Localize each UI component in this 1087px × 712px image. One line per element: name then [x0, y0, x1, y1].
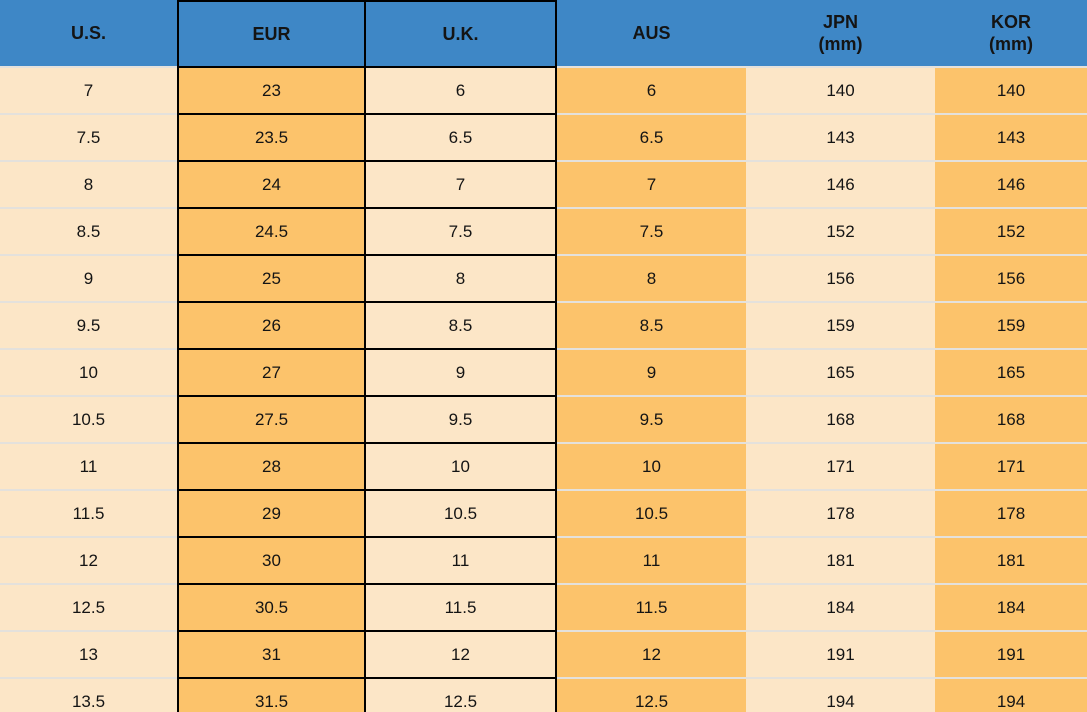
- table-cell-kor: 143: [935, 115, 1087, 162]
- table-cell-kor: 152: [935, 209, 1087, 256]
- table-cell-uk: 7: [366, 162, 557, 209]
- table-cell-aus: 10.5: [557, 491, 746, 538]
- table-cell-jpn: 159: [746, 303, 935, 350]
- table-cell-jpn: 152: [746, 209, 935, 256]
- table-cell-eur: 23.5: [177, 115, 366, 162]
- table-cell-us: 12.5: [0, 585, 177, 632]
- column-header-label: JPN: [822, 11, 858, 32]
- column-header-label: U.S.: [70, 22, 106, 43]
- table-cell-us: 12: [0, 538, 177, 585]
- table-cell-jpn: 140: [746, 68, 935, 115]
- table-cell-aus: 9: [557, 350, 746, 397]
- column-header-eur: EUR: [177, 0, 366, 68]
- table-cell-us: 9.5: [0, 303, 177, 350]
- table-cell-uk: 8: [366, 256, 557, 303]
- table-cell-jpn: 156: [746, 256, 935, 303]
- column-header-us: U.S.: [0, 0, 177, 68]
- table-cell-aus: 11: [557, 538, 746, 585]
- table-cell-aus: 8: [557, 256, 746, 303]
- table-cell-us: 7: [0, 68, 177, 115]
- table-cell-aus: 8.5: [557, 303, 746, 350]
- column-header-sublabel: (mm): [818, 34, 863, 54]
- column-header-jpn: JPN (mm): [746, 0, 935, 68]
- table-cell-eur: 31: [177, 632, 366, 679]
- table-cell-jpn: 191: [746, 632, 935, 679]
- table-cell-eur: 27: [177, 350, 366, 397]
- table-cell-kor: 168: [935, 397, 1087, 444]
- table-cell-us: 13: [0, 632, 177, 679]
- column-header-uk: U.K.: [366, 0, 557, 68]
- table-cell-uk: 8.5: [366, 303, 557, 350]
- table-cell-eur: 29: [177, 491, 366, 538]
- table-cell-uk: 12.5: [366, 679, 557, 712]
- table-cell-eur: 26: [177, 303, 366, 350]
- column-header-aus: AUS: [557, 0, 746, 68]
- table-cell-kor: 156: [935, 256, 1087, 303]
- table-cell-eur: 25: [177, 256, 366, 303]
- table-cell-uk: 12: [366, 632, 557, 679]
- table-cell-jpn: 171: [746, 444, 935, 491]
- table-cell-jpn: 168: [746, 397, 935, 444]
- table-cell-kor: 146: [935, 162, 1087, 209]
- table-cell-aus: 6: [557, 68, 746, 115]
- table-cell-aus: 12: [557, 632, 746, 679]
- table-cell-us: 11.5: [0, 491, 177, 538]
- table-cell-us: 13.5: [0, 679, 177, 712]
- table-cell-jpn: 143: [746, 115, 935, 162]
- table-cell-eur: 30: [177, 538, 366, 585]
- column-header-kor: KOR (mm): [935, 0, 1087, 68]
- table-cell-uk: 11: [366, 538, 557, 585]
- table-cell-eur: 24.5: [177, 209, 366, 256]
- table-cell-jpn: 146: [746, 162, 935, 209]
- table-cell-eur: 24: [177, 162, 366, 209]
- table-cell-kor: 178: [935, 491, 1087, 538]
- table-cell-eur: 23: [177, 68, 366, 115]
- table-cell-kor: 140: [935, 68, 1087, 115]
- table-cell-eur: 31.5: [177, 679, 366, 712]
- table-cell-jpn: 165: [746, 350, 935, 397]
- column-header-label: EUR: [252, 23, 291, 44]
- table-cell-jpn: 184: [746, 585, 935, 632]
- table-cell-aus: 6.5: [557, 115, 746, 162]
- table-cell-kor: 191: [935, 632, 1087, 679]
- table-cell-kor: 184: [935, 585, 1087, 632]
- table-cell-aus: 11.5: [557, 585, 746, 632]
- table-cell-eur: 27.5: [177, 397, 366, 444]
- table-cell-kor: 171: [935, 444, 1087, 491]
- table-cell-uk: 6: [366, 68, 557, 115]
- table-cell-us: 7.5: [0, 115, 177, 162]
- table-cell-us: 11: [0, 444, 177, 491]
- table-cell-us: 8: [0, 162, 177, 209]
- table-cell-uk: 11.5: [366, 585, 557, 632]
- table-cell-uk: 7.5: [366, 209, 557, 256]
- column-header-label: AUS: [632, 22, 671, 43]
- table-cell-kor: 194: [935, 679, 1087, 712]
- table-cell-kor: 165: [935, 350, 1087, 397]
- table-cell-uk: 6.5: [366, 115, 557, 162]
- table-cell-aus: 7: [557, 162, 746, 209]
- table-cell-aus: 7.5: [557, 209, 746, 256]
- table-cell-jpn: 178: [746, 491, 935, 538]
- table-cell-kor: 181: [935, 538, 1087, 585]
- table-cell-us: 9: [0, 256, 177, 303]
- table-cell-aus: 9.5: [557, 397, 746, 444]
- table-cell-jpn: 181: [746, 538, 935, 585]
- table-cell-uk: 10: [366, 444, 557, 491]
- table-cell-eur: 28: [177, 444, 366, 491]
- column-header-label: U.K.: [442, 23, 479, 44]
- table-cell-kor: 159: [935, 303, 1087, 350]
- column-header-label: KOR: [991, 11, 1031, 32]
- table-cell-aus: 12.5: [557, 679, 746, 712]
- table-cell-us: 10: [0, 350, 177, 397]
- table-cell-uk: 9.5: [366, 397, 557, 444]
- table-cell-jpn: 194: [746, 679, 935, 712]
- table-cell-uk: 9: [366, 350, 557, 397]
- column-header-sublabel: (mm): [989, 34, 1033, 54]
- table-cell-aus: 10: [557, 444, 746, 491]
- table-cell-us: 10.5: [0, 397, 177, 444]
- table-cell-eur: 30.5: [177, 585, 366, 632]
- table-cell-us: 8.5: [0, 209, 177, 256]
- table-cell-uk: 10.5: [366, 491, 557, 538]
